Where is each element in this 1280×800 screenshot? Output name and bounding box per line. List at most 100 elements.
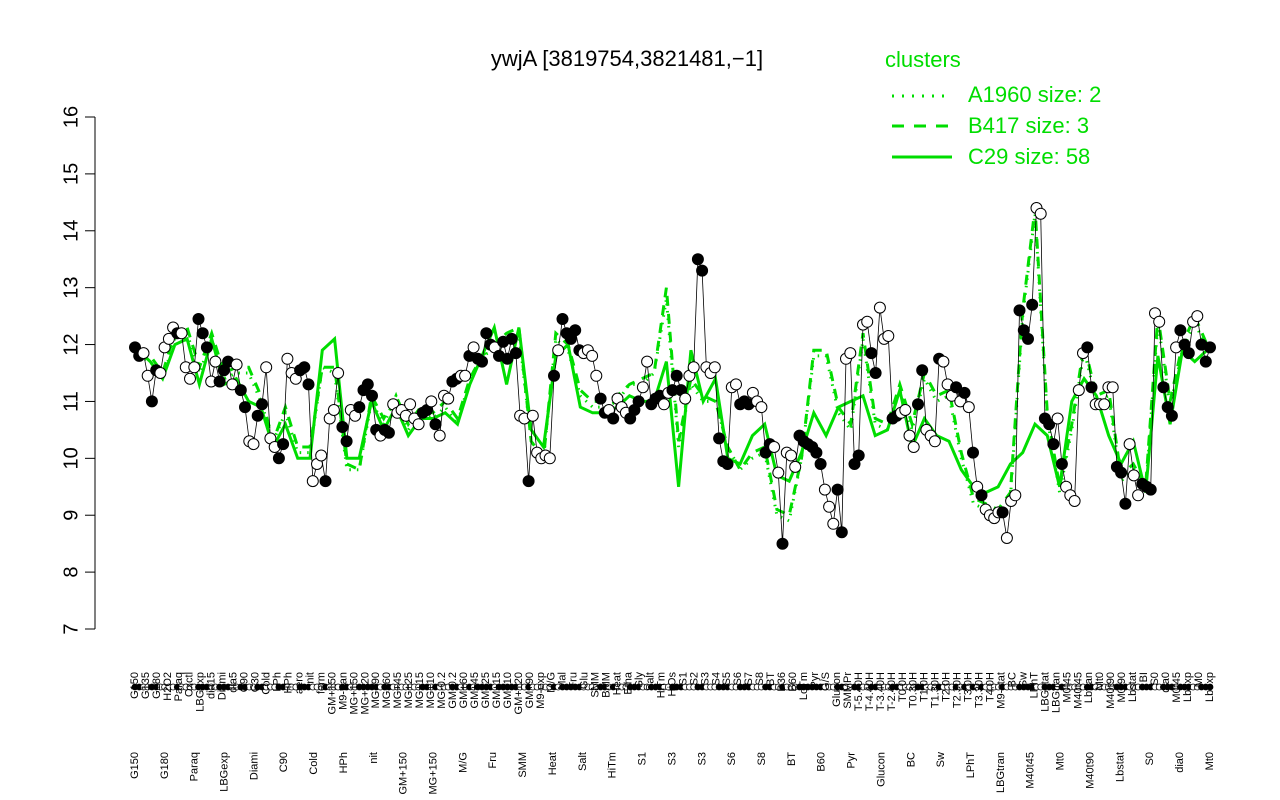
data-point [200, 341, 213, 354]
data-point [721, 458, 734, 470]
data-point [1098, 398, 1111, 411]
data-point [1026, 298, 1039, 311]
x-tick-label: Oxctl [184, 672, 196, 697]
data-point [708, 361, 721, 374]
data-point [1204, 341, 1216, 354]
series-line-dashed [137, 207, 1209, 518]
x-tick-label: Glucon [831, 672, 843, 707]
data-point [442, 392, 455, 405]
data-point [1085, 381, 1098, 394]
x-tick-label: T-2.40H [886, 672, 898, 711]
x-tick-label: MG-0.2 [436, 672, 448, 709]
y-tick-label: 9 [60, 510, 82, 521]
x-tick-label: S6 [726, 752, 738, 765]
x-tick-label: G135 [140, 672, 152, 699]
data-point [256, 398, 268, 411]
x-tick-label: T-4.40H [864, 672, 876, 711]
x-tick-label: Gly [634, 672, 646, 689]
data-point [175, 327, 188, 340]
x-tick-label: H2O2 [162, 672, 174, 701]
x-tick-label: LBGstat [1039, 672, 1051, 712]
y-tick-label: 7 [60, 623, 82, 634]
data-point [1072, 384, 1085, 397]
x-tick-label: Diami [248, 752, 260, 780]
x-tick-label: Salt [645, 672, 657, 691]
data-point [230, 358, 243, 371]
data-point [272, 452, 285, 465]
data-point [1127, 469, 1140, 482]
x-tick-label: GM+150 [326, 672, 338, 715]
x-tick-label: nit [368, 752, 380, 764]
data-point [509, 347, 522, 360]
x-tick-label: Lbexp [1204, 672, 1216, 702]
data-point [332, 367, 345, 379]
data-point [967, 446, 979, 459]
x-tick-label: Mt0 [1055, 752, 1067, 770]
data-point [353, 401, 366, 414]
x-tick-label: S4 [710, 672, 722, 685]
x-tick-label: Fru [487, 752, 499, 769]
data-point [467, 341, 480, 354]
x-tick-label: M0t45 [1061, 672, 1073, 703]
data-point [691, 253, 704, 266]
data-point [1022, 332, 1034, 345]
x-tick-label: GM+15 [491, 672, 503, 708]
x-tick-label: Glucon [875, 752, 887, 787]
x-tick-label: S8 [754, 672, 766, 685]
x-tick-label: S5 [721, 672, 733, 685]
x-tick-label: B60 [787, 672, 799, 692]
x-tick-label: BMM [601, 672, 613, 698]
x-tick-label: M40t90 [1085, 752, 1097, 789]
chart-title: ywjA [3819754,3821481,−1] [491, 46, 763, 71]
data-point [814, 458, 827, 470]
x-tick-label: MG+60 [381, 672, 393, 708]
x-tick-label: S7 [743, 672, 755, 685]
data-point [730, 378, 742, 391]
x-tick-label: S8 [756, 752, 768, 765]
data-point [996, 506, 1009, 519]
data-point [154, 367, 167, 379]
x-tick-label: Glu [579, 672, 591, 689]
data-point [340, 435, 353, 448]
x-tick-label: S1 [677, 672, 689, 685]
x-tick-label: B60 [816, 752, 828, 772]
data-point [260, 361, 273, 374]
y-tick-label: 14 [60, 220, 82, 242]
x-tick-label: Lbtran [1083, 672, 1095, 703]
data-point [772, 466, 785, 479]
y-axis: 7 8 9 10 11 12 13 14 15 16 [60, 106, 95, 635]
x-tick-label: Pyr [846, 752, 858, 769]
data-point [1106, 381, 1119, 394]
x-tick-label: G/S [820, 672, 832, 691]
y-tick-label: 15 [60, 163, 82, 185]
data-point [658, 398, 670, 411]
x-tick-label: S0 [1149, 672, 1161, 685]
x-tick-label: T3.0H [963, 672, 975, 702]
x-tick-label: Fru [568, 672, 580, 689]
x-tick-label: M9-exp [535, 672, 547, 709]
data-point [687, 361, 700, 374]
x-marker [1206, 683, 1214, 691]
data-point [818, 483, 831, 496]
data-point [162, 332, 175, 345]
x-tick-label: S3 [666, 752, 678, 765]
x-tick-label: Paraq [189, 752, 201, 781]
data-point [336, 421, 349, 433]
data-point [382, 426, 395, 439]
data-point [899, 404, 912, 416]
x-tick-label: GM+90 [524, 672, 536, 708]
x-tick-label: G150 [129, 672, 141, 699]
data-point [543, 452, 556, 465]
data-point [552, 344, 565, 357]
data-point [192, 313, 205, 325]
x-tick-label: G180 [159, 752, 171, 779]
data-point [522, 475, 535, 488]
data-point [1199, 355, 1212, 368]
x-tick-label: Lbstat [1114, 752, 1126, 782]
legend: clusters A1960 size: 2 B417 size: 3 C29 … [885, 47, 1101, 169]
x-tick-label: T3.30H [974, 672, 986, 708]
x-tick-label: T2.30H [952, 672, 964, 708]
x-tick-label: HiTm [655, 672, 667, 698]
data-point [298, 361, 311, 374]
